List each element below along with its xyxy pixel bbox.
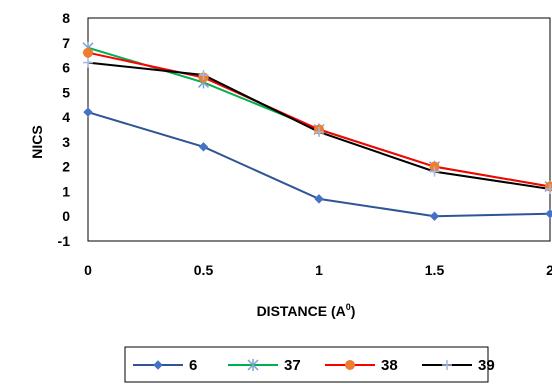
data-point-marker xyxy=(247,359,259,371)
legend-label: 38 xyxy=(381,357,398,374)
series-markers xyxy=(82,41,552,221)
data-point-marker xyxy=(442,360,452,370)
x-axis-title-suffix: ) xyxy=(351,303,356,319)
legend-item-6: 6 xyxy=(133,357,197,374)
y-tick-label: 4 xyxy=(62,109,70,125)
legend-item-38: 38 xyxy=(325,357,398,374)
y-tick-labels: -1 0 1 2 3 4 5 6 7 8 xyxy=(58,10,71,249)
data-point-marker xyxy=(83,47,93,58)
data-point-marker xyxy=(83,107,93,117)
legend-label: 6 xyxy=(189,357,197,374)
data-point-marker xyxy=(545,183,552,194)
data-point-marker xyxy=(314,194,324,204)
data-point-marker xyxy=(429,166,440,177)
x-axis-title-sup: 0 xyxy=(346,302,351,312)
y-tick-label: 6 xyxy=(62,60,70,76)
y-axis-title: NICS xyxy=(29,125,45,158)
legend-label: 39 xyxy=(478,357,495,374)
data-point-marker xyxy=(314,126,324,137)
y-tick-label: 8 xyxy=(62,10,70,26)
data-point-marker xyxy=(83,57,93,68)
data-point-marker xyxy=(345,360,355,370)
x-tick-labels: 0 0.5 1 1.5 2 xyxy=(84,262,552,278)
legend-item-39: 39 xyxy=(422,357,495,374)
y-tick-label: 7 xyxy=(62,35,70,51)
plot-area-frame xyxy=(87,17,551,242)
x-tick-label: 2 xyxy=(546,262,552,278)
x-tick-label: 0.5 xyxy=(194,262,214,278)
data-point-marker xyxy=(153,360,163,370)
legend-label: 37 xyxy=(284,357,301,374)
legend: 6 37 38 39 xyxy=(133,357,495,374)
y-tick-label: 0 xyxy=(62,208,70,224)
data-point-marker xyxy=(429,211,440,221)
x-axis-title: DISTANCE (A0) xyxy=(257,302,356,319)
data-point-marker xyxy=(545,209,552,219)
y-tick-label: -1 xyxy=(58,233,71,249)
y-tick-label: 2 xyxy=(62,159,70,175)
data-point-marker xyxy=(198,142,209,152)
x-axis-title-main: DISTANCE (A xyxy=(257,303,346,319)
x-tick-label: 0 xyxy=(84,262,92,278)
legend-item-37: 37 xyxy=(228,357,301,374)
y-tick-label: 1 xyxy=(62,183,70,199)
y-tick-label: 3 xyxy=(62,134,70,150)
x-tick-label: 1 xyxy=(315,262,323,278)
x-tick-label: 1.5 xyxy=(425,262,445,278)
y-tick-label: 5 xyxy=(62,84,70,100)
data-point-marker xyxy=(198,69,209,80)
series-line-38 xyxy=(87,51,551,188)
